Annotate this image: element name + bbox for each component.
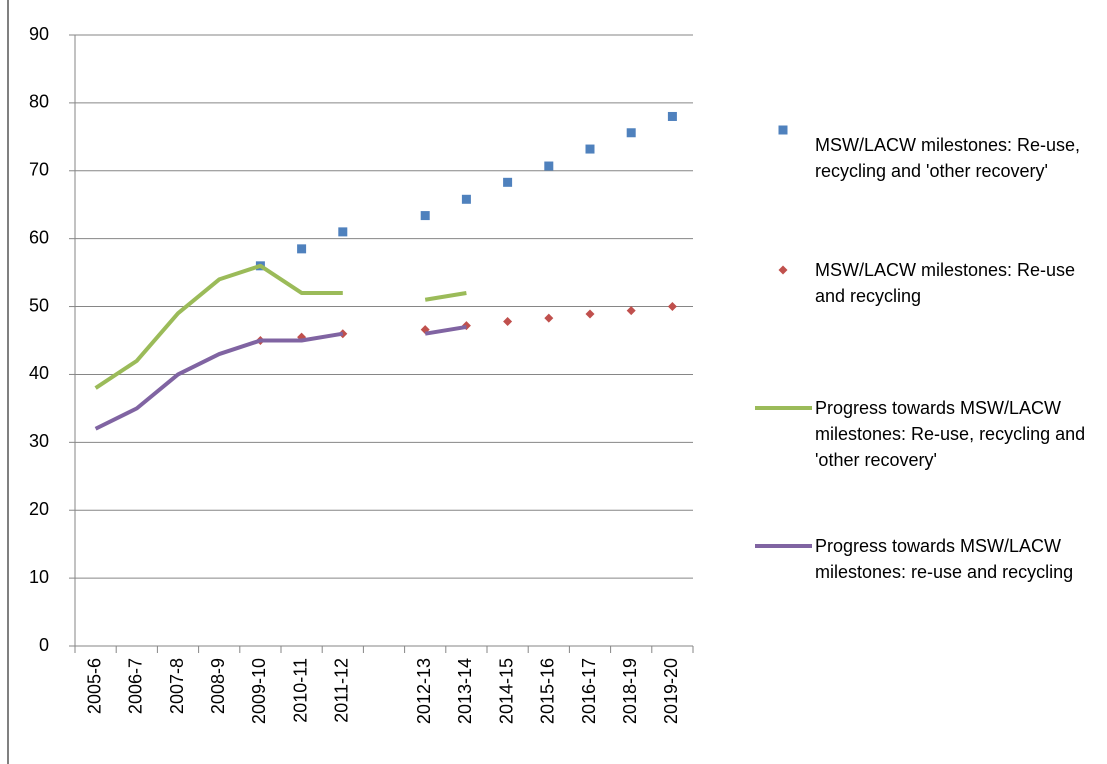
square-marker <box>297 244 307 254</box>
diamond-marker <box>544 313 554 323</box>
square-marker <box>626 128 636 138</box>
x-tick-label: 2009-10 <box>249 658 269 724</box>
x-tick-label: 2014-15 <box>496 658 516 724</box>
y-tick-label: 0 <box>39 635 49 655</box>
legend-label: MSW/LACW milestones: Re-use, recycling a… <box>815 135 1081 181</box>
square-marker <box>503 177 513 187</box>
legend-marker <box>778 125 788 135</box>
legend-label: MSW/LACW milestones: Re-use and recyclin… <box>815 260 1076 306</box>
series-line <box>94 324 467 431</box>
x-tick-label: 2011-12 <box>332 658 352 723</box>
square-marker <box>461 194 471 204</box>
y-tick-label: 10 <box>29 567 49 587</box>
square-marker <box>585 144 595 154</box>
legend-marker <box>778 265 788 275</box>
diamond-marker <box>626 306 636 316</box>
legend-label: Progress towards MSW/LACW milestones: re… <box>815 536 1074 582</box>
x-tick-label: 2005-6 <box>84 658 104 714</box>
x-tick-label: 2012-13 <box>414 658 434 724</box>
x-tick-label: 2010-11 <box>290 658 310 723</box>
x-tick-label: 2019-20 <box>661 658 681 724</box>
diamond-marker <box>503 316 513 326</box>
diamond-marker <box>667 302 677 312</box>
y-tick-label: 80 <box>29 92 49 112</box>
x-tick-label: 2007-8 <box>167 658 187 714</box>
x-tick-label: 2008-9 <box>208 658 228 714</box>
y-tick-label: 70 <box>29 160 49 180</box>
square-marker <box>338 227 348 237</box>
y-tick-label: 90 <box>29 24 49 44</box>
square-marker <box>667 111 677 121</box>
y-tick-label: 40 <box>29 363 49 383</box>
series-line <box>94 263 467 390</box>
square-marker <box>544 161 554 171</box>
x-tick-label: 2016-17 <box>579 658 599 724</box>
y-tick-label: 60 <box>29 227 49 247</box>
diamond-marker <box>585 309 595 319</box>
y-tick-label: 20 <box>29 499 49 519</box>
x-tick-label: 2018-19 <box>620 658 640 724</box>
x-tick-label: 2013-14 <box>455 658 475 724</box>
square-marker <box>420 211 430 221</box>
legend-label: Progress towards MSW/LACW milestones: Re… <box>815 398 1086 470</box>
x-tick-label: 2015-16 <box>538 658 558 724</box>
y-tick-label: 30 <box>29 431 49 451</box>
y-tick-label: 50 <box>29 295 49 315</box>
x-tick-label: 2006-7 <box>126 658 146 714</box>
